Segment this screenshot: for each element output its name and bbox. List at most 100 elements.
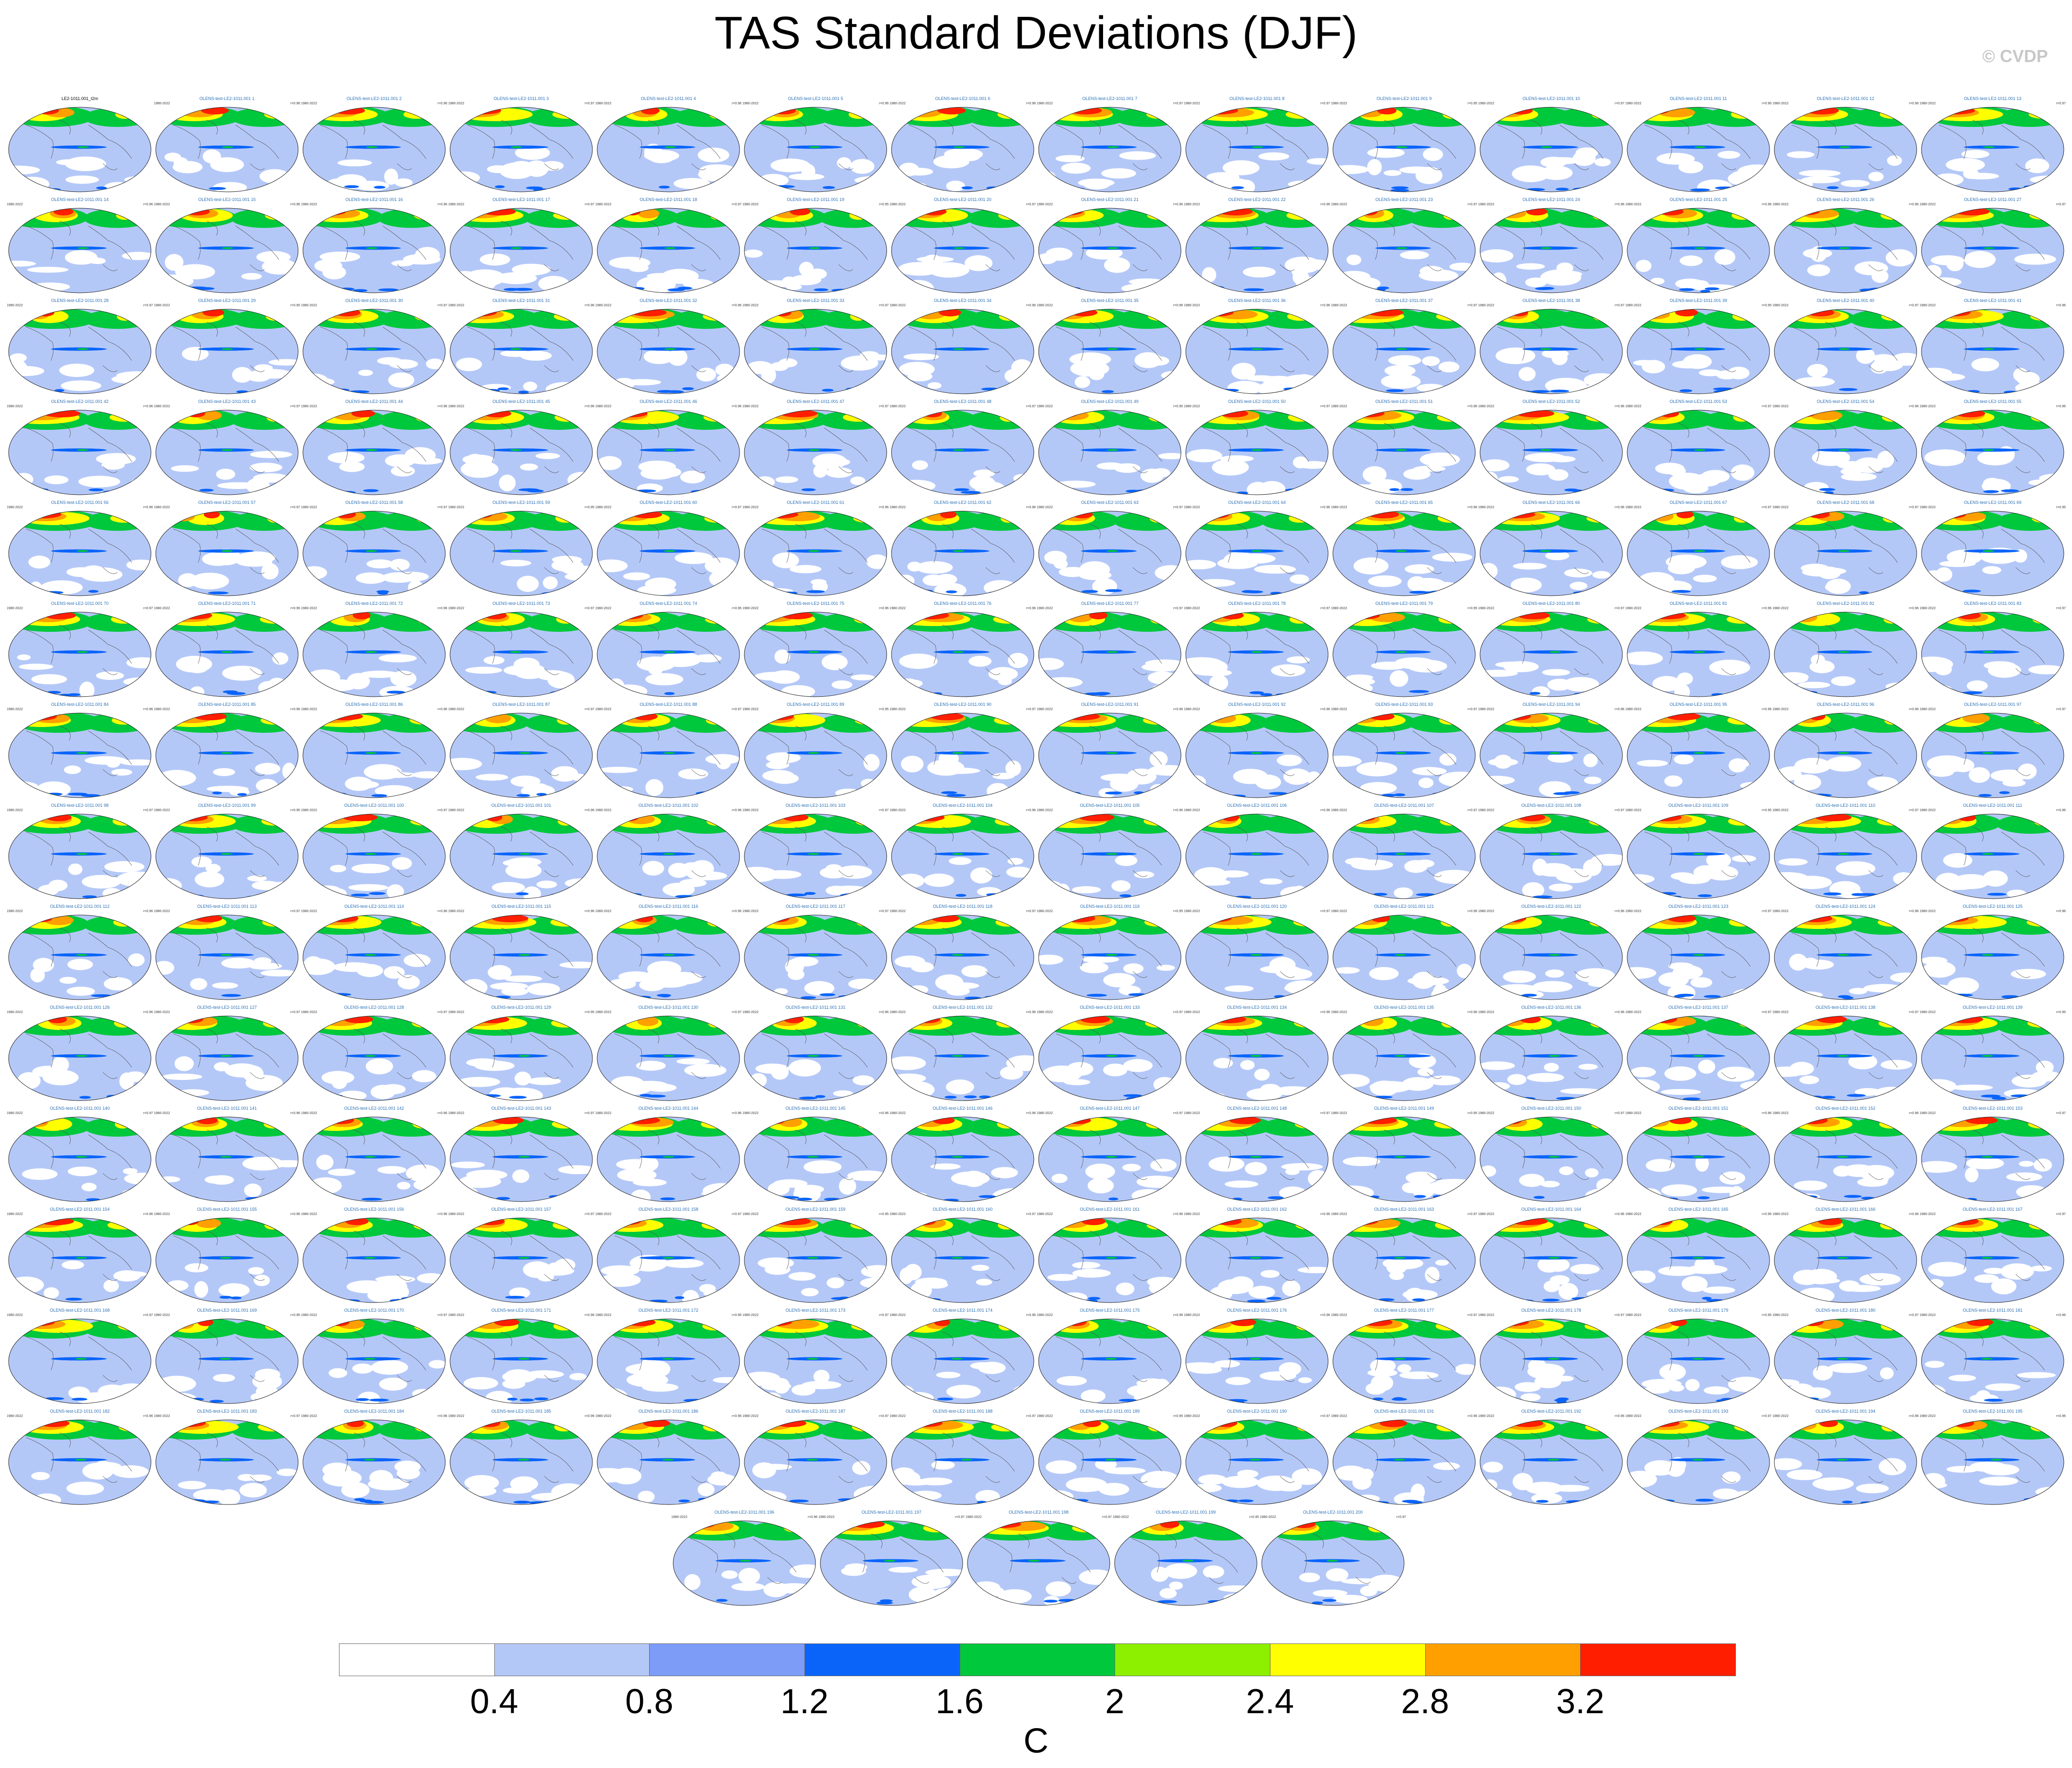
panel-correlation: r=0.96 xyxy=(1467,506,1477,509)
world-map xyxy=(155,208,299,293)
world-map xyxy=(450,713,593,798)
member-map-panel: OLENS-test-LE2-1011.001 92 1980-2022 r=0.9… xyxy=(1184,702,1330,799)
world-map xyxy=(1480,1016,1623,1101)
member-map-panel: OLENS-test-LE2-1011.001 100 1980-2022 r=0.… xyxy=(301,803,447,900)
world-map xyxy=(891,1419,1034,1505)
panel-correlation: r=0.97 xyxy=(1396,1516,1406,1519)
world-map xyxy=(1038,1419,1181,1505)
world-map xyxy=(155,107,299,192)
panel-correlation: r=0.96 xyxy=(143,1415,153,1418)
world-map xyxy=(1114,1520,1257,1606)
member-map-panel: OLENS-test-LE2-1011.001 51 1980-2022 r=0.9… xyxy=(1331,399,1477,496)
watermark: © CVDP xyxy=(1982,46,2048,66)
panel-title: OLENS-test-LE2-1011.001 60 xyxy=(640,500,697,505)
panel-correlation: r=0.96 xyxy=(879,607,889,610)
panel-years: 1980-2022 xyxy=(1037,809,1053,812)
panel-years: 1980-2022 xyxy=(154,506,170,509)
world-map xyxy=(155,309,299,394)
panel-title: OLENS-test-LE2-1011.001 28 xyxy=(51,298,109,303)
world-map xyxy=(1185,1217,1329,1303)
member-map-panel: OLENS-test-LE2-1011.001 63 1980-2022 r=0.9… xyxy=(1037,500,1183,597)
panel-correlation: r=0.96 xyxy=(731,102,741,105)
panel-years: 1980-2022 xyxy=(1625,708,1642,711)
panel-years: 1980-2022 xyxy=(1920,405,1936,408)
member-map-panel: OLENS-test-LE2-1011.001 190 1980-2022 r=0.… xyxy=(1184,1409,1330,1506)
panel-correlation: r=0.96 xyxy=(1320,1011,1330,1014)
panel-correlation: r=0.96 xyxy=(584,809,594,812)
world-map xyxy=(891,915,1034,1000)
member-map-panel: OLENS-test-LE2-1011.001 161 1980-2022 r=0.… xyxy=(1037,1207,1183,1304)
panel-title: OLENS-test-LE2-1011.001 58 xyxy=(345,500,403,505)
panel-correlation: r=0.96 xyxy=(1909,1415,1919,1418)
world-map xyxy=(450,1318,593,1404)
panel-years: 1980-2022 xyxy=(1478,405,1494,408)
world-map xyxy=(1185,612,1329,697)
panel-correlation: r=0.97 xyxy=(437,304,447,307)
world-map xyxy=(155,612,299,697)
panel-title: OLENS-test-LE2-1011.001 21 xyxy=(1081,197,1139,202)
panel-years: 1980-2022 xyxy=(1625,1314,1642,1317)
panel-correlation: r=0.96 xyxy=(879,1011,889,1014)
member-map-panel: OLENS-test-LE2-1011.001 35 1980-2022 r=0.9… xyxy=(1037,298,1183,395)
panel-years: 1980-2022 xyxy=(1037,304,1053,307)
member-map-panel: OLENS-test-LE2-1011.001 189 1980-2022 r=0.… xyxy=(1037,1409,1183,1506)
member-map-panel: OLENS-test-LE2-1011.001 159 1980-2022 r=0.… xyxy=(742,1207,889,1304)
member-map-panel: OLENS-test-LE2-1011.001 18 1980-2022 r=0.9… xyxy=(595,197,741,294)
panel-title: OLENS-test-LE2-1011.001 188 xyxy=(932,1409,993,1414)
panel-correlation: r=0.96 xyxy=(143,1213,153,1216)
panel-years: 1980-2022 xyxy=(7,607,23,610)
panel-years: 1980-2022 xyxy=(1184,708,1200,711)
panel-title: OLENS-test-LE2-1011.001 200 xyxy=(1303,1510,1363,1515)
panel-years: 1980-2022 xyxy=(301,1011,317,1014)
world-map xyxy=(8,309,151,394)
panel-years: 1980-2022 xyxy=(448,1112,465,1115)
member-map-panel: OLENS-test-LE2-1011.001 181 1980-2022 r=0.… xyxy=(1920,1308,2066,1405)
colorbar-tick-label: 1.2 xyxy=(780,1682,829,1721)
member-map-panel: OLENS-test-LE2-1011.001 38 1980-2022 r=0.9… xyxy=(1478,298,1624,395)
panel-correlation: r=0.96 xyxy=(731,809,741,812)
member-map-panel: OLENS-test-LE2-1011.001 53 1980-2022 r=0.9… xyxy=(1625,399,1771,496)
world-map xyxy=(1332,1016,1476,1101)
colorbar-bin xyxy=(1580,1643,1736,1676)
panel-title: OLENS-test-LE2-1011.001 84 xyxy=(51,702,109,707)
member-map-panel: OLENS-test-LE2-1011.001 120 1980-2022 r=0.… xyxy=(1184,904,1330,1001)
panel-title: OLENS-test-LE2-1011.001 109 xyxy=(1668,803,1729,808)
member-map-panel: OLENS-test-LE2-1011.001 22 1980-2022 r=0.9… xyxy=(1184,197,1330,294)
panel-years: 1980-2022 xyxy=(595,405,612,408)
member-map-panel: OLENS-test-LE2-1011.001 42 1980-2022 r=0.9… xyxy=(7,399,153,496)
world-map xyxy=(302,915,446,1000)
panel-years: 1980-2022 xyxy=(1920,203,1936,206)
member-map-panel: OLENS-test-LE2-1011.001 45 1980-2022 r=0.9… xyxy=(448,399,594,496)
member-map-panel: OLENS-test-LE2-1011.001 47 1980-2022 r=0.9… xyxy=(742,399,889,496)
panel-correlation: r=0.97 xyxy=(879,809,889,812)
panel-title: OLENS-test-LE2-1011.001 172 xyxy=(638,1308,699,1313)
panel-title: OLENS-test-LE2-1011.001 196 xyxy=(714,1510,775,1515)
panel-correlation: r=0.96 xyxy=(1909,1112,1919,1115)
panel-years: 1980-2022 xyxy=(301,102,317,105)
panel-title: OLENS-test-LE2-1011.001 17 xyxy=(492,197,550,202)
world-map xyxy=(8,814,151,899)
world-map xyxy=(1038,915,1181,1000)
member-map-panel: OLENS-test-LE2-1011.001 124 1980-2022 r=0.… xyxy=(1772,904,1919,1001)
panel-title: OLENS-test-LE2-1011.001 104 xyxy=(932,803,993,808)
panel-title: OLENS-test-LE2-1011.001 143 xyxy=(491,1106,552,1111)
panel-years: 1980-2022 xyxy=(301,708,317,711)
panel-title: OLENS-test-LE2-1011.001 66 xyxy=(1522,500,1580,505)
world-map xyxy=(1627,814,1770,899)
panel-title: OLENS-test-LE2-1011.001 87 xyxy=(492,702,550,707)
panel-years: 1980-2022 xyxy=(1184,809,1200,812)
colorbar-bin xyxy=(494,1643,650,1676)
panel-years: 1980-2022 xyxy=(595,708,612,711)
panel-years: 1980-2022 xyxy=(1478,1213,1494,1216)
panel-title: OLENS-test-LE2-1011.001 121 xyxy=(1374,904,1434,909)
member-map-panel: OLENS-test-LE2-1011.001 15 1980-2022 r=0.9… xyxy=(154,197,300,294)
panel-title: OLENS-test-LE2-1011.001 24 xyxy=(1522,197,1580,202)
member-map-panel: OLENS-test-LE2-1011.001 170 1980-2022 r=0.… xyxy=(301,1308,447,1405)
world-map xyxy=(155,814,299,899)
panel-years: 1980-2022 xyxy=(448,102,465,105)
world-map xyxy=(891,511,1034,596)
member-map-panel: OLENS-test-LE2-1011.001 79 1980-2022 r=0.9… xyxy=(1331,601,1477,698)
world-map xyxy=(1921,410,2064,495)
world-map xyxy=(1921,713,2064,798)
panel-correlation: r=0.96 xyxy=(807,1516,817,1519)
